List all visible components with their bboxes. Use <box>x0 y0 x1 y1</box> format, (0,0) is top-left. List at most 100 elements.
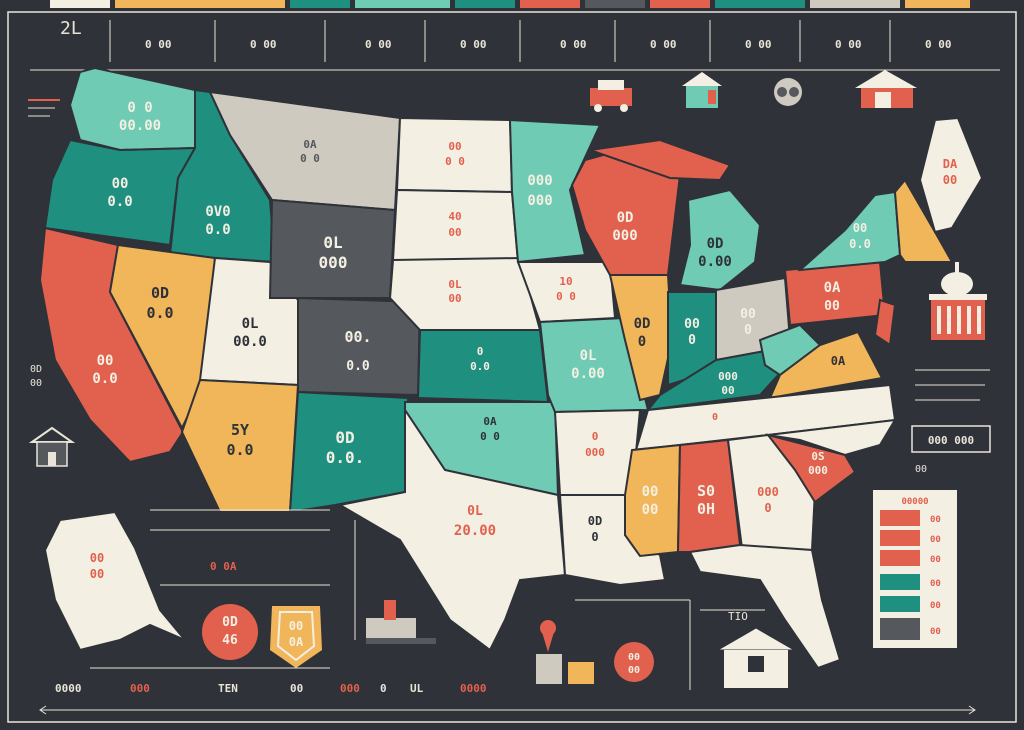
capitol-icon <box>929 262 987 340</box>
state-label: 0D <box>617 210 634 226</box>
state-label: 00.0 <box>233 334 267 350</box>
state-label: 0.00 <box>698 254 732 270</box>
left-margin: 0D 00 <box>28 99 60 389</box>
header-label: 0 00 <box>145 38 172 51</box>
state-label: 00.00 <box>119 118 161 134</box>
legend-entry: 00 <box>930 601 941 611</box>
state-label: 000 <box>527 173 552 189</box>
state-michigan-upper[interactable] <box>589 138 732 182</box>
state-nj-dc[interactable] <box>873 298 897 347</box>
legend-entry: 00 <box>930 535 941 545</box>
state-label: 00 <box>112 176 129 192</box>
footer-label: 000 <box>130 682 150 695</box>
state-label: S0 <box>697 482 715 500</box>
orange-note: 0 0A <box>210 560 237 573</box>
header-label: 0 00 <box>745 38 772 51</box>
state-label: 0 <box>591 530 598 544</box>
legend-swatch <box>880 550 920 566</box>
footer-label: 000 <box>340 682 360 695</box>
legend-entry: 00 <box>930 579 941 589</box>
state-label: 0D <box>707 236 724 252</box>
state-label: 0L <box>242 316 259 332</box>
state-label: 00 <box>97 353 114 369</box>
mid-note: TIO <box>728 610 748 623</box>
frame-border <box>7 11 1017 723</box>
state-label: 000 <box>319 253 348 272</box>
state-alaska[interactable] <box>43 510 186 652</box>
state-new-york[interactable] <box>797 190 902 272</box>
state-label: 0 <box>638 334 646 350</box>
state-label: 0D <box>634 316 651 332</box>
state-label: 00 <box>448 292 461 305</box>
header-label: 0 00 <box>560 38 587 51</box>
state-label: 0D <box>335 428 354 447</box>
state-label: 0.0 <box>470 360 490 373</box>
state-south-carolina[interactable] <box>765 433 857 504</box>
state-label: 00 <box>642 502 659 518</box>
state-label: 0.0 <box>205 222 230 238</box>
state-label: DA <box>943 157 958 171</box>
state-label: 0L <box>323 233 342 252</box>
state-label: 0.0 <box>107 194 132 210</box>
legend-entry: 00 <box>930 515 941 525</box>
state-colorado[interactable] <box>297 296 422 397</box>
footer-label: 0 <box>380 682 387 695</box>
state-minnesota[interactable] <box>508 118 602 264</box>
state-label: 0 <box>688 333 696 348</box>
state-virginia[interactable] <box>768 330 884 400</box>
state-label: 0V0 <box>205 204 230 220</box>
margin-label: 0D <box>30 364 42 375</box>
footer-label: 0000 <box>460 682 487 695</box>
state-label: 0 0 <box>445 155 465 168</box>
state-label: 0L <box>448 278 462 291</box>
header-label: 0 00 <box>365 38 392 51</box>
state-texas[interactable] <box>337 406 567 652</box>
legend: 00000 00 00 00 00 00 00 <box>873 490 957 648</box>
badge-text: 0D <box>222 615 238 630</box>
circle-badge-right: 00 00 <box>614 642 654 682</box>
footer-label: 0000 <box>55 682 82 695</box>
state-arizona[interactable] <box>180 378 300 513</box>
state-label: 00 <box>448 140 461 153</box>
state-label: 0S <box>811 450 824 463</box>
circle-badge-left: 0D 46 <box>202 604 258 660</box>
header-label: 0 00 <box>835 38 862 51</box>
state-label: 0 <box>764 501 771 515</box>
state-label: 0H <box>697 500 715 518</box>
state-maine[interactable] <box>918 116 984 234</box>
state-mississippi[interactable] <box>624 443 682 558</box>
shop-icon <box>855 70 917 108</box>
state-michigan[interactable] <box>678 188 762 292</box>
state-florida[interactable] <box>688 543 842 670</box>
state-label: 00 <box>448 226 461 239</box>
badge-text: 00 <box>289 619 303 633</box>
state-label: 00 <box>853 221 867 235</box>
legend-entry: 00 <box>930 555 941 565</box>
top-color-bar <box>0 0 1024 8</box>
state-label: 0.0. <box>326 448 365 467</box>
footer-label: TEN <box>218 682 238 695</box>
state-new-england[interactable] <box>893 178 954 263</box>
state-label: 000 <box>757 485 779 499</box>
header-labels: 0 00 0 00 0 00 0 00 0 00 0 00 0 00 0 00 … <box>145 38 952 51</box>
state-shapes <box>38 66 984 670</box>
state-georgia[interactable] <box>726 433 817 552</box>
house-icon <box>28 426 76 467</box>
state-label: 0.00 <box>571 366 605 382</box>
state-label: 0.0 <box>849 237 871 251</box>
footer-label: 00 <box>290 682 303 695</box>
state-label: 20.00 <box>454 523 496 539</box>
state-north-carolina[interactable] <box>767 418 897 457</box>
state-label: 0.0 <box>226 441 253 459</box>
state-label: 00 <box>824 299 840 314</box>
header-label: 0 00 <box>925 38 952 51</box>
footer-label: UL <box>410 682 424 695</box>
badge-text: 46 <box>222 633 238 648</box>
face-icon <box>774 78 802 106</box>
state-label: 00 <box>943 173 957 187</box>
box-label: 000 000 <box>928 434 974 447</box>
state-nebraska[interactable] <box>388 256 542 331</box>
header-dividers <box>30 20 1000 71</box>
state-label: 10 <box>559 275 572 288</box>
